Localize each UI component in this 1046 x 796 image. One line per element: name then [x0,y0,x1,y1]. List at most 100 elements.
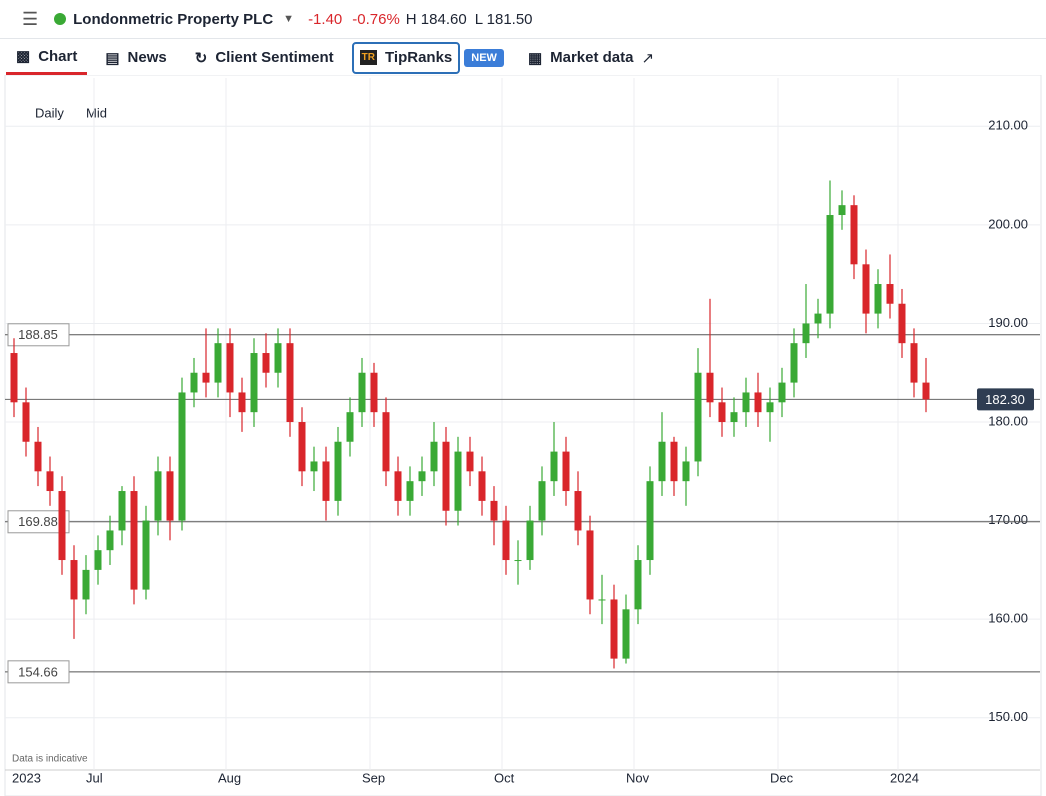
candle-body [586,530,594,600]
candle-body [214,343,222,383]
tab-label: Chart [38,47,78,65]
candle-body [910,343,918,383]
y-tick-label: 210.00 [988,118,1028,133]
tab[interactable]: ▤ News [105,49,167,67]
note: Data is indicative [12,754,88,765]
candle-body [46,471,54,492]
candle-body [706,372,714,403]
candle-body [142,520,150,590]
candle-body [454,451,462,511]
level-label: 188.85 [18,327,58,342]
candle-body [430,441,438,472]
candle-body [130,491,138,590]
candle-body [754,392,762,413]
candle-body [742,392,750,413]
candle-body [154,471,162,521]
x-tick-label: Nov [626,770,650,785]
x-tick-label: Oct [494,770,515,785]
candle-body [322,461,330,501]
candle-body [826,215,834,314]
candle-body [562,451,570,492]
x-tick-label: Jul [86,770,103,785]
candle-body [730,412,738,423]
tab-label: Client Sentiment [215,49,334,66]
tab[interactable]: ↻ Client Sentiment [194,49,334,67]
chart: Daily Mid Data is indicative 150.00 160.0… [4,75,1042,796]
candle-body [646,481,654,561]
candle-body [550,451,558,482]
candle-body [658,441,666,482]
chart-frame [4,75,1042,796]
dropdown-caret[interactable]: ▼ [283,13,295,25]
candle-body [34,441,42,472]
candle-body [286,343,294,423]
candle-body [514,560,522,562]
candle-body [634,560,642,610]
candle-body [490,500,498,521]
candle-body [382,412,390,472]
candle-body [718,402,726,423]
candle-body [418,471,426,482]
candle-body [502,520,510,561]
interval[interactable]: Daily [35,105,64,120]
tab[interactable]: ▩ Chart [6,40,88,75]
candle-body [58,491,66,561]
y-tick-label: 190.00 [988,315,1028,330]
candle-body [406,481,414,501]
candle-body [478,471,486,501]
candle-body [178,392,186,521]
x-tick-label: Dec [770,770,794,785]
candle-body [10,353,18,403]
level-label-box [7,510,70,534]
price-change-pct: -0.76% [352,10,400,28]
candle-body [394,471,402,501]
candle-body [670,441,678,482]
y-tick-label: 170.00 [988,512,1028,527]
candle-body [262,353,270,373]
candle-body [442,441,450,511]
last-price-label: 182.30 [985,392,1025,407]
tab[interactable]: ▦ Market data ↗ [527,49,655,67]
x-tick-label: 2024 [890,770,919,785]
candle-body [922,382,930,400]
tab-label: Market data [550,49,634,66]
candle-body [466,451,474,472]
candle-body [778,382,786,403]
candle-body [202,372,210,383]
candle-body [82,569,90,600]
status-dot [54,13,67,25]
y-tick-label: 150.00 [988,709,1028,724]
tab-label: TipRanks [385,49,453,66]
x-tick-label: 2023 [12,770,41,785]
menu-icon[interactable]: ☰ [22,8,39,29]
x-tick-label: Sep [362,770,385,785]
candle-body [694,372,702,462]
level-label: 169.88 [18,514,58,529]
candle-body [574,491,582,531]
candle-body [106,530,114,551]
candle-body [238,392,246,413]
candle-body [190,372,198,393]
day-low: L 181.50 [474,10,533,28]
day-high: H 184.60 [405,10,467,28]
candle-body [850,205,858,265]
tab[interactable]: TR TipRanks [351,41,461,74]
price-type[interactable]: Mid [86,105,107,120]
candle-body [370,372,378,413]
candle-body [274,343,282,373]
candle-body [310,461,318,472]
candle-body [802,323,810,344]
x-tick-label: Aug [218,770,241,785]
candle-body [526,520,534,561]
candle-body [250,353,258,413]
candle-body [166,471,174,521]
instrument-title[interactable]: Londonmetric Property PLC [73,10,274,28]
candle-body [610,599,618,659]
y-tick-label: 180.00 [988,413,1028,428]
tab-label: News [127,49,167,66]
candle-body [358,372,366,413]
candle-body [598,599,606,601]
new-badge: NEW [464,48,504,67]
candle-body [622,609,630,659]
